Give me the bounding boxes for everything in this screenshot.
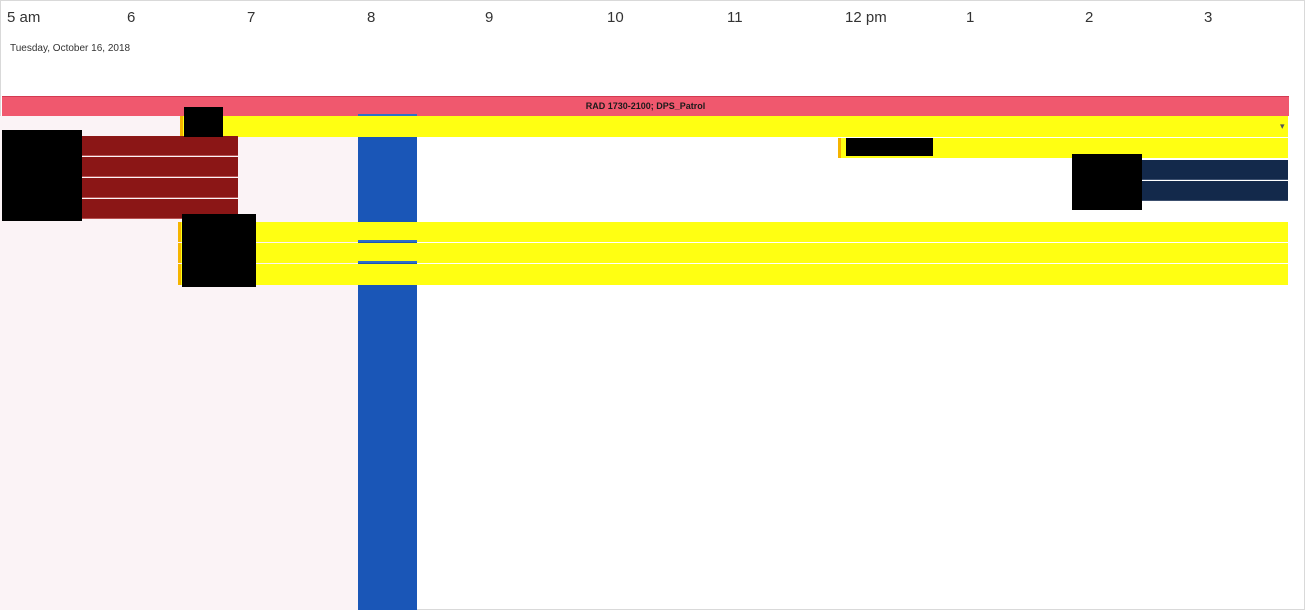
hour-label: 2 — [1085, 9, 1094, 26]
shift-event-bar[interactable] — [180, 116, 1288, 137]
redaction-block — [846, 138, 933, 156]
hour-label: 3 — [1204, 9, 1213, 26]
hour-label: 11 — [727, 9, 743, 26]
shift-event-bar[interactable] — [178, 222, 1288, 242]
redaction-block — [182, 214, 256, 287]
hour-label: 6 — [127, 9, 136, 26]
time-divider — [358, 240, 417, 242]
chevron-icon[interactable]: ▾ — [1280, 121, 1285, 131]
shift-event-bar[interactable] — [1141, 181, 1288, 201]
time-divider — [358, 114, 417, 116]
redaction-block — [184, 107, 223, 137]
day-date-label: Tuesday, October 16, 2018 — [10, 43, 131, 54]
shift-event-bar[interactable] — [838, 138, 1288, 158]
all-day-event-banner[interactable]: RAD 1730-2100; DPS_Patrol — [2, 96, 1289, 116]
hour-label: 8 — [367, 9, 376, 26]
redaction-block — [1072, 154, 1142, 210]
shift-event-bar[interactable] — [1141, 160, 1288, 180]
hour-label: 9 — [485, 9, 494, 26]
hour-label: 7 — [247, 9, 256, 26]
shift-event-bar[interactable] — [178, 243, 1288, 263]
redaction-block — [2, 130, 82, 221]
hour-label: 5 am — [7, 9, 41, 26]
current-time-column — [358, 116, 417, 610]
time-divider — [358, 261, 417, 263]
hour-label: 12 pm — [845, 9, 887, 26]
shift-event-bar[interactable] — [178, 264, 1288, 285]
hour-label: 1 — [966, 9, 975, 26]
hour-label: 10 — [607, 9, 624, 26]
